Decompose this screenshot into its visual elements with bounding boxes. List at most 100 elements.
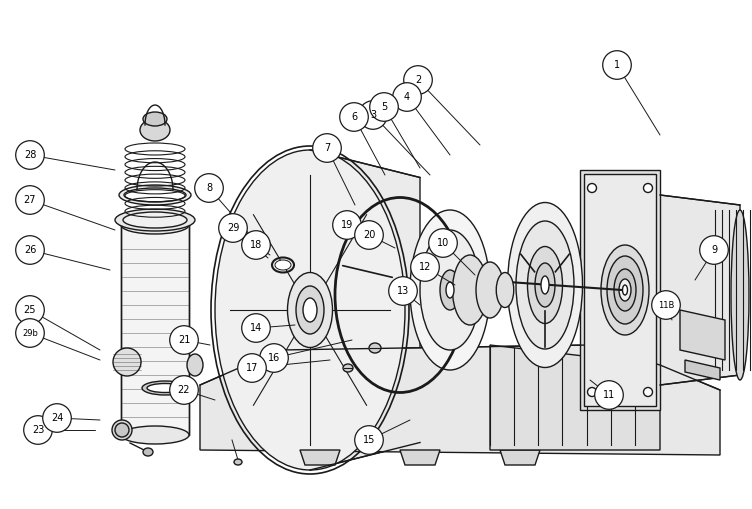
Ellipse shape bbox=[234, 459, 242, 465]
Ellipse shape bbox=[508, 203, 583, 367]
Circle shape bbox=[241, 314, 270, 342]
Text: 11: 11 bbox=[603, 390, 615, 400]
Ellipse shape bbox=[619, 279, 631, 301]
Circle shape bbox=[24, 416, 53, 444]
Ellipse shape bbox=[121, 426, 189, 444]
Ellipse shape bbox=[410, 210, 490, 370]
Polygon shape bbox=[500, 450, 540, 465]
Circle shape bbox=[652, 291, 681, 319]
Ellipse shape bbox=[476, 262, 504, 318]
Circle shape bbox=[393, 82, 421, 111]
Ellipse shape bbox=[275, 260, 291, 270]
Circle shape bbox=[16, 296, 44, 324]
Ellipse shape bbox=[496, 272, 514, 307]
Circle shape bbox=[429, 229, 457, 257]
Circle shape bbox=[340, 103, 368, 131]
Ellipse shape bbox=[614, 269, 636, 311]
Circle shape bbox=[16, 236, 44, 264]
Ellipse shape bbox=[140, 119, 170, 141]
Text: 3: 3 bbox=[370, 110, 376, 120]
Circle shape bbox=[43, 404, 71, 432]
Circle shape bbox=[170, 376, 199, 404]
Ellipse shape bbox=[112, 420, 132, 440]
Text: 9: 9 bbox=[711, 245, 717, 255]
Polygon shape bbox=[660, 195, 740, 385]
Ellipse shape bbox=[123, 212, 187, 228]
Text: 11B: 11B bbox=[658, 300, 675, 309]
Circle shape bbox=[370, 93, 399, 121]
Text: 8: 8 bbox=[206, 183, 212, 193]
Ellipse shape bbox=[147, 383, 183, 392]
Polygon shape bbox=[580, 170, 660, 410]
Ellipse shape bbox=[535, 263, 555, 307]
Text: 1: 1 bbox=[614, 60, 620, 70]
Text: 19: 19 bbox=[341, 220, 353, 230]
Ellipse shape bbox=[446, 282, 454, 298]
Text: 29: 29 bbox=[227, 223, 239, 233]
Ellipse shape bbox=[143, 112, 167, 126]
Polygon shape bbox=[300, 450, 340, 465]
Ellipse shape bbox=[142, 381, 188, 395]
Circle shape bbox=[411, 252, 439, 281]
Ellipse shape bbox=[187, 354, 203, 376]
Polygon shape bbox=[685, 360, 720, 380]
Circle shape bbox=[699, 236, 728, 264]
Circle shape bbox=[238, 354, 266, 382]
Ellipse shape bbox=[113, 348, 141, 376]
Circle shape bbox=[595, 381, 623, 409]
Circle shape bbox=[359, 101, 387, 129]
Ellipse shape bbox=[527, 246, 562, 324]
Text: 17: 17 bbox=[246, 363, 258, 373]
Text: 26: 26 bbox=[24, 245, 36, 255]
Circle shape bbox=[332, 211, 361, 239]
Ellipse shape bbox=[296, 286, 324, 334]
Ellipse shape bbox=[143, 448, 153, 456]
Ellipse shape bbox=[440, 270, 460, 310]
Circle shape bbox=[16, 140, 44, 169]
Text: 28: 28 bbox=[24, 150, 36, 160]
Text: 7: 7 bbox=[324, 143, 330, 153]
Text: 13: 13 bbox=[397, 286, 409, 296]
Text: 29b: 29b bbox=[22, 328, 38, 337]
Polygon shape bbox=[490, 345, 660, 450]
Ellipse shape bbox=[115, 423, 129, 437]
Text: 10: 10 bbox=[437, 238, 449, 248]
Circle shape bbox=[16, 186, 44, 214]
Polygon shape bbox=[584, 174, 656, 406]
Text: 5: 5 bbox=[381, 102, 387, 112]
Ellipse shape bbox=[420, 230, 480, 350]
Circle shape bbox=[219, 214, 247, 242]
Ellipse shape bbox=[343, 364, 353, 372]
Ellipse shape bbox=[121, 216, 189, 234]
Ellipse shape bbox=[541, 276, 549, 294]
Ellipse shape bbox=[287, 272, 332, 348]
Polygon shape bbox=[680, 310, 725, 360]
Text: 12: 12 bbox=[419, 262, 431, 272]
Text: 24: 24 bbox=[51, 413, 63, 423]
Ellipse shape bbox=[453, 255, 487, 325]
Polygon shape bbox=[121, 225, 189, 435]
Text: 27: 27 bbox=[24, 195, 36, 205]
Ellipse shape bbox=[607, 256, 643, 324]
Ellipse shape bbox=[587, 184, 596, 192]
Circle shape bbox=[170, 326, 199, 354]
Text: 2: 2 bbox=[415, 75, 421, 85]
Text: 25: 25 bbox=[24, 305, 36, 315]
Ellipse shape bbox=[587, 387, 596, 397]
Ellipse shape bbox=[644, 184, 653, 192]
Text: 22: 22 bbox=[177, 385, 190, 395]
Circle shape bbox=[241, 231, 270, 259]
Ellipse shape bbox=[369, 343, 381, 353]
Polygon shape bbox=[310, 150, 420, 470]
Text: 16: 16 bbox=[268, 353, 280, 363]
Circle shape bbox=[389, 277, 417, 305]
Text: 15: 15 bbox=[362, 435, 375, 445]
Ellipse shape bbox=[215, 150, 405, 470]
Circle shape bbox=[259, 344, 288, 372]
Circle shape bbox=[313, 134, 341, 162]
Text: 23: 23 bbox=[32, 425, 44, 435]
Ellipse shape bbox=[124, 188, 186, 202]
Ellipse shape bbox=[303, 298, 317, 322]
Ellipse shape bbox=[623, 285, 627, 295]
Circle shape bbox=[16, 319, 44, 347]
